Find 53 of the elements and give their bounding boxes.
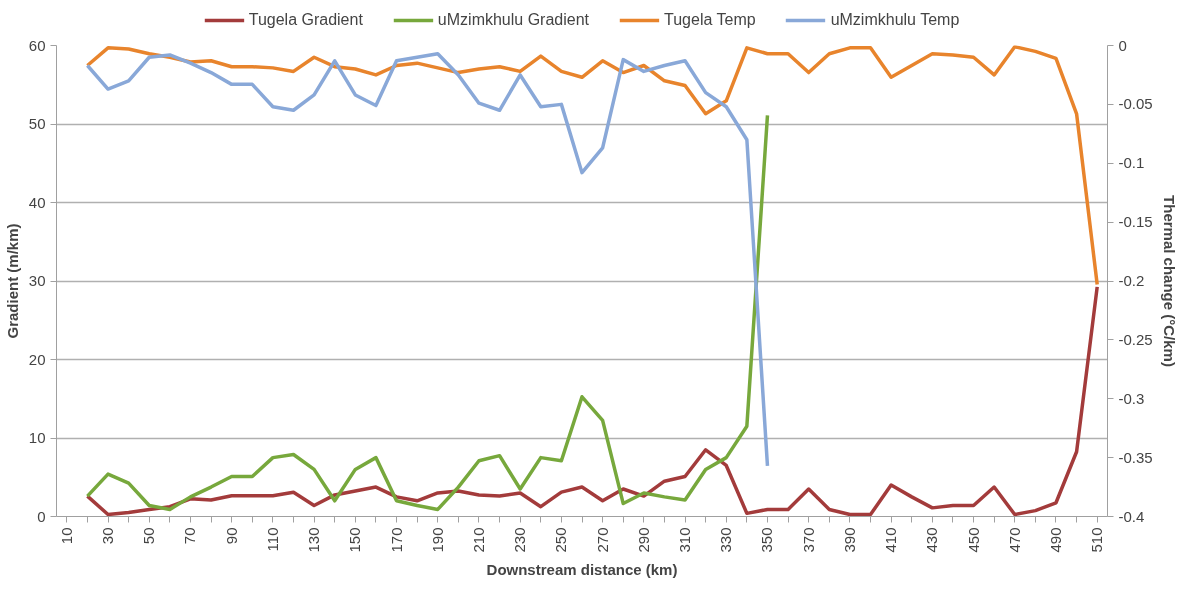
x-tick-label: 210 (469, 527, 487, 553)
y2-tick-label: -0.25 (1118, 330, 1153, 348)
y2-tick-label: -0.1 (1118, 154, 1145, 172)
line-series (85, 113, 770, 512)
line-series (85, 45, 1099, 287)
y-tick-label: 0 (37, 507, 46, 525)
x-tick-label: 170 (387, 527, 405, 553)
y2-tick-label: 0 (1118, 36, 1127, 54)
legend-label: Tugela Temp (664, 11, 756, 29)
y-tick-label: 50 (28, 115, 46, 132)
x-tick-label: 270 (593, 527, 611, 553)
y-axis-title: Gradient (m/km) (3, 223, 21, 339)
x-tick-label: 410 (882, 527, 900, 553)
y2-axis-title: Thermal change (°C/km) (1160, 195, 1178, 367)
line-series (85, 51, 770, 468)
y-tick-label: 10 (28, 429, 46, 446)
x-tick-label: 90 (222, 527, 240, 545)
y2-tick-label: -0.3 (1118, 389, 1145, 407)
x-tick-label: 490 (1046, 527, 1064, 553)
y-tick-label: 30 (28, 272, 46, 289)
line-series (85, 285, 1099, 517)
x-tick-label: 310 (676, 527, 694, 553)
legend-label: uMzimkhulu Temp (830, 11, 960, 29)
y-tick-label: 60 (28, 36, 46, 54)
legend-label: Tugela Gradient (248, 11, 363, 29)
x-tick-label: 430 (923, 527, 941, 553)
x-tick-label: 450 (964, 527, 982, 553)
x-tick-label: 230 (511, 527, 529, 553)
x-tick-label: 50 (140, 527, 158, 545)
x-tick-label: 330 (717, 527, 735, 553)
x-tick-label: 350 (758, 527, 776, 553)
y2-tick-label: -0.05 (1118, 95, 1153, 113)
x-tick-label: 190 (428, 527, 446, 553)
y2-tick-label: -0.15 (1118, 213, 1153, 231)
x-tick-label: 70 (181, 527, 199, 545)
x-tick-label: 470 (1005, 527, 1023, 553)
x-tick-label: 390 (840, 527, 858, 553)
x-tick-label: 110 (263, 527, 281, 552)
y-tick-label: 20 (28, 350, 46, 368)
y2-tick-label: -0.2 (1118, 272, 1145, 289)
x-tick-label: 290 (634, 527, 652, 553)
legend-label: uMzimkhulu Gradient (437, 11, 590, 29)
x-tick-label: 150 (346, 527, 364, 553)
y2-tick-label: -0.4 (1118, 507, 1145, 525)
x-tick-label: 250 (552, 527, 570, 553)
y-tick-label: 40 (28, 193, 46, 211)
x-tick-label: 370 (799, 527, 817, 553)
x-axis-title: Downstream distance (km) (486, 560, 678, 578)
x-tick-label: 30 (99, 527, 117, 545)
y2-tick-label: -0.35 (1118, 448, 1153, 466)
x-tick-label: 510 (1088, 527, 1106, 553)
x-tick-label: 10 (57, 527, 75, 545)
x-tick-label: 130 (305, 527, 323, 553)
